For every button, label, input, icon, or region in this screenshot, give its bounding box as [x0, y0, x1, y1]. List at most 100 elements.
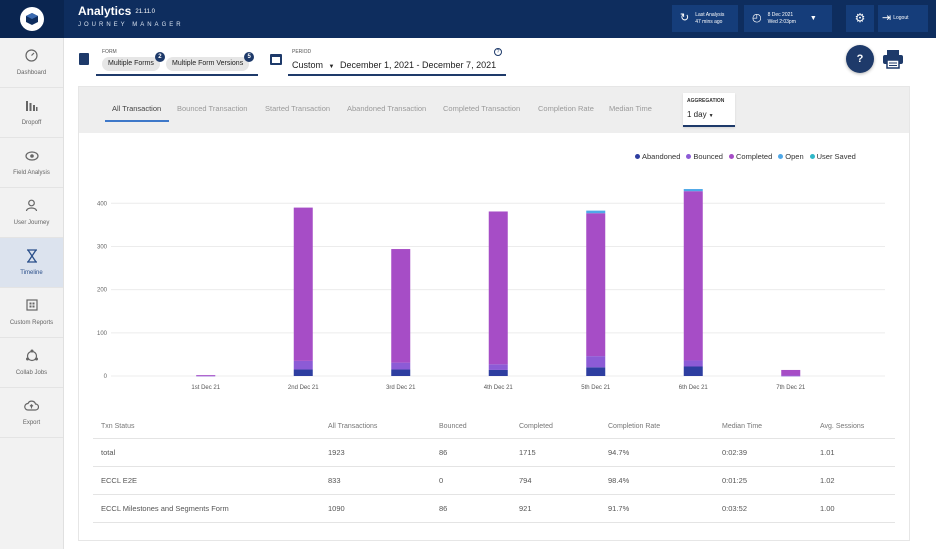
- legend-dot: [728, 153, 734, 159]
- x-tick-label: 7th Dec 21: [776, 385, 806, 391]
- stacked-bar-chart: 0 100 200 300 400 1st Dec 21 2nd Dec 21 3rd Dec…: [97, 189, 885, 391]
- sidebar-item-label: Collab Jobs: [15, 370, 48, 376]
- legend-item-completed[interactable]: Completed: [728, 151, 772, 161]
- legend-item-bounced[interactable]: Bounced: [686, 151, 723, 161]
- y-tick-label: 400: [97, 201, 108, 207]
- bar-segment-completed: [586, 213, 606, 357]
- tab-all-transaction[interactable]: All Transaction: [112, 104, 162, 113]
- bar-segment-bounced: [293, 360, 313, 370]
- aggregation-label: AGGREGATION: [687, 98, 725, 104]
- sidebar-item-dashboard[interactable]: Dashboard: [0, 38, 63, 88]
- tab-started-transaction[interactable]: Started Transaction: [265, 104, 331, 113]
- table-cell: 98.4%: [608, 476, 630, 485]
- legend-item-open[interactable]: Open: [778, 151, 804, 161]
- app-logo[interactable]: [0, 0, 64, 38]
- sidebar-item-label: User Journey: [13, 220, 50, 226]
- x-tick-label: 3rd Dec 21: [386, 385, 416, 391]
- table-cell: 86: [439, 448, 448, 457]
- sidebar-item-label: Dashboard: [16, 70, 47, 76]
- time-line: Wed 2:03pm: [767, 18, 796, 25]
- x-tick-label: 4th Dec 21: [484, 385, 514, 391]
- help-button[interactable]: ?: [846, 45, 874, 73]
- table-cell: 794: [519, 476, 532, 485]
- multiple-form-versions-chip[interactable]: Multiple Form Versions 5: [166, 52, 255, 71]
- sidebar-item-collab-jobs[interactable]: Collab Jobs: [0, 338, 63, 388]
- table-header-row: Txn Status All Transactions Bounced Complet…: [93, 415, 895, 439]
- bar-segment-open: [683, 189, 703, 192]
- table-cell: 94.7%: [608, 448, 630, 457]
- app-header: Analytics 21.11.0 JOURNEY MANAGER ↻ Last …: [0, 0, 936, 38]
- table-cell: ECCL Milestones and Segments Form: [101, 504, 229, 513]
- logout-label: Logout: [893, 15, 909, 21]
- bar-segment-completed: [293, 207, 313, 361]
- caret-down-icon: ▼: [328, 64, 335, 70]
- settings-button[interactable]: ⚙: [846, 5, 874, 32]
- y-tick-label: 200: [97, 288, 108, 294]
- info-icon[interactable]: ?: [494, 48, 502, 56]
- legend-item-abandoned[interactable]: Abandoned: [635, 151, 680, 161]
- aggregation-value-text: 1 day: [687, 110, 707, 119]
- bar-segment-bounced: [586, 356, 606, 368]
- tab-completed-transaction[interactable]: Completed Transaction: [443, 104, 521, 113]
- last-analysis-button[interactable]: ↻ Last Analysis 47 mins ago: [672, 5, 738, 32]
- date-time-dropdown[interactable]: ◴ 8 Dec 2021 Wed 2:03pm ▼: [744, 5, 832, 32]
- column-header: Avg. Sessions: [820, 423, 865, 430]
- calendar-icon[interactable]: [270, 54, 282, 65]
- bar-segment-abandoned: [293, 369, 313, 376]
- legend-label: User Saved: [816, 151, 856, 161]
- table-cell: 0: [439, 476, 444, 485]
- gear-icon: ⚙: [854, 11, 866, 25]
- form-label: FORM: [102, 49, 117, 55]
- x-tick-label: 2nd Dec 21: [288, 385, 319, 391]
- sidebar-item-field-analysis[interactable]: Field Analysis: [0, 138, 63, 188]
- aggregation-dropdown[interactable]: AGGREGATION 1 day ▼: [683, 93, 735, 127]
- caret-down-icon: ▼: [809, 15, 817, 22]
- y-tick-label: 300: [97, 244, 108, 250]
- period-mode: Custom: [292, 60, 324, 70]
- transactions-table: Txn Status All Transactions Bounced Complet…: [93, 415, 895, 523]
- table-cell: 1715: [519, 448, 536, 457]
- table-cell: total: [101, 448, 116, 457]
- legend-dot: [635, 153, 640, 159]
- form-selector[interactable]: FORM Multiple Forms 2 Multiple Form Vers…: [96, 46, 258, 76]
- legend-dot: [778, 153, 784, 159]
- table-row: total 1923 86 1715 94.7% 0:02:39 1.01: [93, 439, 895, 467]
- clock-icon: ◴: [752, 12, 762, 24]
- table-cell: 1.00: [820, 504, 835, 513]
- sidebar-item-user-journey[interactable]: User Journey: [0, 188, 63, 238]
- tab-completion-rate[interactable]: Completion Rate: [538, 104, 594, 113]
- aggregation-value: 1 day ▼: [687, 110, 714, 119]
- print-icon[interactable]: [882, 49, 904, 69]
- table-cell: 1090: [328, 504, 345, 513]
- y-tick-label: 0: [104, 374, 108, 380]
- legend-item-user-saved[interactable]: User Saved: [809, 151, 856, 161]
- period-selector[interactable]: PERIOD Custom ▼ December 1, 2021 - Decem…: [288, 46, 506, 76]
- cube-logo-icon: [20, 7, 44, 31]
- x-tick-label: 6th Dec 21: [679, 385, 709, 391]
- active-tab-indicator: [105, 120, 169, 122]
- bar-segment-bounced: [488, 364, 508, 370]
- sidebar-item-custom-reports[interactable]: Custom Reports: [0, 288, 63, 338]
- tab-bounced-transaction[interactable]: Bounced Transaction: [177, 104, 248, 113]
- date-line: 8 Dec 2021: [767, 11, 794, 18]
- tab-abandoned-transaction[interactable]: Abandoned Transaction: [347, 104, 427, 113]
- app-version: 21.11.0: [135, 8, 155, 15]
- caret-down-icon: ▼: [708, 113, 714, 119]
- tab-median-time[interactable]: Median Time: [609, 104, 652, 113]
- legend-label: Abandoned: [642, 151, 681, 161]
- chip-label: Multiple Forms: [108, 60, 154, 67]
- bar-segment-abandoned: [488, 369, 508, 376]
- sidebar-item-export[interactable]: Export: [0, 388, 63, 438]
- logout-icon: ⇥: [882, 12, 892, 24]
- app-subtitle: JOURNEY MANAGER: [78, 22, 184, 28]
- multiple-forms-chip[interactable]: Multiple Forms 2: [102, 52, 165, 71]
- bar-segment-completed: [488, 211, 508, 365]
- table-cell: 0:03:52: [722, 504, 748, 513]
- bar-segment-bounced: [196, 375, 216, 377]
- sidebar-item-label: Dropoff: [21, 120, 42, 126]
- app-title: Analytics 21.11.0: [78, 4, 155, 18]
- sidebar-item-dropoff[interactable]: Dropoff: [0, 88, 63, 138]
- bar-segment-bounced: [683, 360, 703, 367]
- sidebar-item-timeline[interactable]: Timeline: [0, 238, 63, 288]
- logout-button[interactable]: ⇥ Logout: [878, 5, 928, 32]
